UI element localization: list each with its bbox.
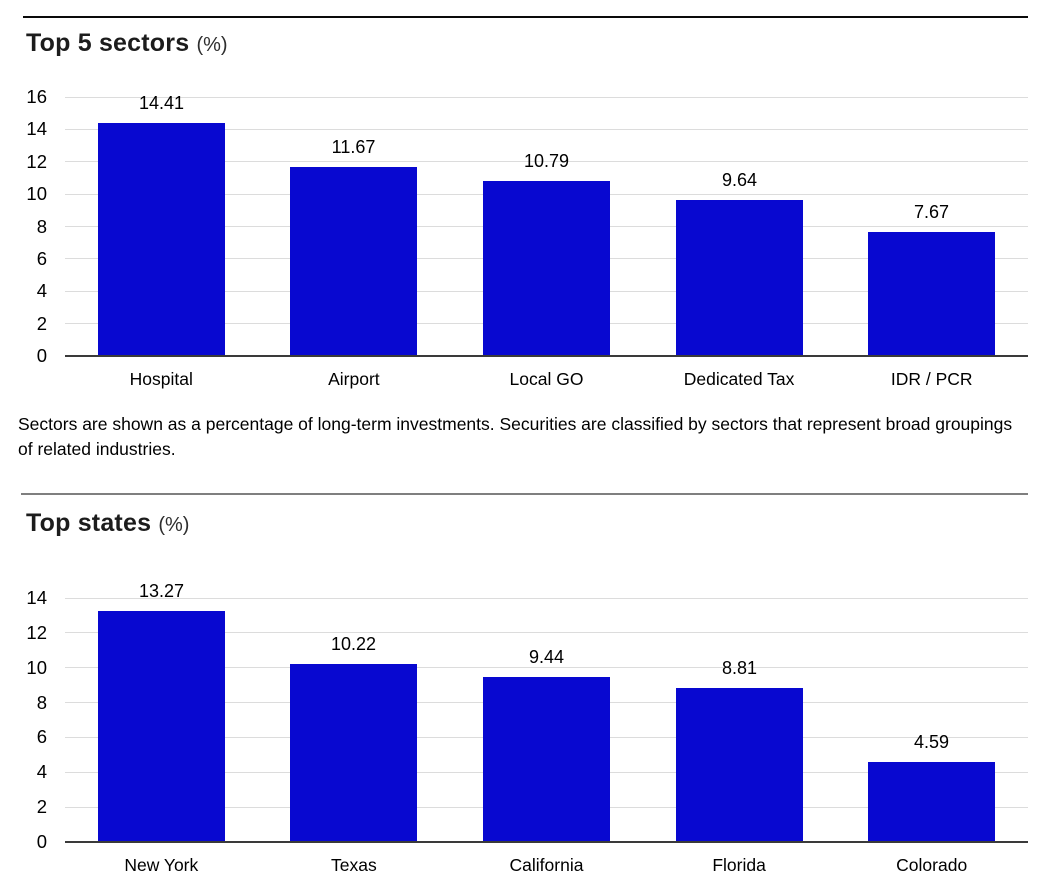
y-axis-tick-label: 12 <box>26 621 47 643</box>
bar-value-label: 9.44 <box>528 647 565 668</box>
y-axis-tick-label: 2 <box>36 312 47 334</box>
sectors-section-title: Top 5 sectors (%) <box>26 29 228 58</box>
y-axis-tick-label: 0 <box>36 831 47 852</box>
bar-value-label: 13.27 <box>138 580 185 601</box>
category-label: California <box>509 855 584 875</box>
category-label: Airport <box>328 369 380 389</box>
bar-value-label: 9.64 <box>721 169 758 190</box>
bar <box>98 610 225 842</box>
bar <box>290 663 417 842</box>
gridline <box>65 96 1028 98</box>
y-axis-tick-label: 14 <box>26 587 47 608</box>
bar-value-label: 10.22 <box>330 633 377 654</box>
sectors-bar-chart: 14.41 Hospital 11.67 Airport 10.79 Local GO 9.… <box>20 86 1028 397</box>
bar <box>98 122 225 356</box>
sectors-title-unit: (%) <box>196 34 228 56</box>
gridline <box>65 667 1028 669</box>
y-axis-tick-label: 6 <box>36 247 47 269</box>
y-axis-tick-label: 14 <box>26 118 47 140</box>
bar <box>676 199 803 356</box>
category-label: Dedicated Tax <box>683 369 795 389</box>
top-rule <box>23 16 1028 18</box>
gridline <box>65 161 1028 163</box>
gridline <box>65 632 1028 634</box>
bar <box>676 688 803 842</box>
y-axis-tick-label: 12 <box>26 150 47 172</box>
sectors-footnote: Sectors are shown as a percentage of lon… <box>18 414 1013 459</box>
category-label: Hospital <box>129 369 193 389</box>
bar <box>868 231 995 356</box>
y-axis-tick-label: 16 <box>26 86 47 107</box>
category-label: New York <box>124 855 199 875</box>
y-axis-tick-label: 4 <box>36 761 47 783</box>
category-label: Colorado <box>896 855 968 875</box>
bar <box>483 677 610 842</box>
states-bar-chart: 13.27 New York 10.22 Texas 9.44 California 8.8… <box>20 581 1028 884</box>
y-axis-tick-label: 10 <box>26 656 47 678</box>
y-axis-tick-label: 6 <box>36 726 47 748</box>
plot-area: 14.41 Hospital 11.67 Airport 10.79 Local GO 9.… <box>65 93 1028 389</box>
y-axis-tick-label: 8 <box>36 215 47 237</box>
plot-area: 13.27 New York 10.22 Texas 9.44 California 8.8… <box>65 581 1028 875</box>
sectors-title-text: Top 5 sectors <box>26 29 190 57</box>
y-axis-tick-label: 10 <box>26 183 47 205</box>
states-title-unit: (%) <box>158 514 190 536</box>
y-axis-tick-label: 4 <box>36 280 47 302</box>
category-label: Local GO <box>509 369 584 389</box>
states-title-text: Top states <box>26 509 152 537</box>
y-axis-tick-label: 2 <box>36 796 47 818</box>
bar-value-label: 10.79 <box>523 151 570 172</box>
states-section-title: Top states (%) <box>26 509 189 538</box>
bar <box>290 167 417 356</box>
bar-value-label: 14.41 <box>138 92 185 113</box>
bar-value-label: 7.67 <box>913 201 950 222</box>
gridline <box>65 128 1028 130</box>
category-label: Texas <box>331 855 377 875</box>
bar-value-label: 4.59 <box>913 732 950 753</box>
y-axis-tick-label: 8 <box>36 691 47 713</box>
bar <box>868 762 995 842</box>
bar-value-label: 11.67 <box>331 137 376 158</box>
x-axis-line <box>65 355 1028 357</box>
gridline <box>65 597 1028 599</box>
y-axis-tick-label: 0 <box>36 345 47 366</box>
section-divider <box>21 493 1028 495</box>
category-label: IDR / PCR <box>890 369 973 389</box>
bar <box>483 181 610 356</box>
category-label: Florida <box>712 855 766 875</box>
x-axis-line <box>65 841 1028 843</box>
bar-value-label: 8.81 <box>721 658 758 679</box>
